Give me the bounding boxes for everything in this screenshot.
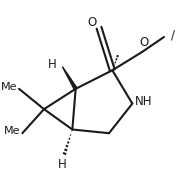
Text: O: O (139, 36, 149, 49)
Text: /: / (171, 29, 175, 42)
Text: NH: NH (135, 95, 153, 108)
Text: H: H (48, 58, 57, 71)
Text: O: O (88, 16, 97, 29)
Polygon shape (62, 67, 77, 90)
Text: Me: Me (4, 126, 21, 136)
Text: H: H (58, 158, 67, 171)
Text: Me: Me (1, 82, 17, 92)
